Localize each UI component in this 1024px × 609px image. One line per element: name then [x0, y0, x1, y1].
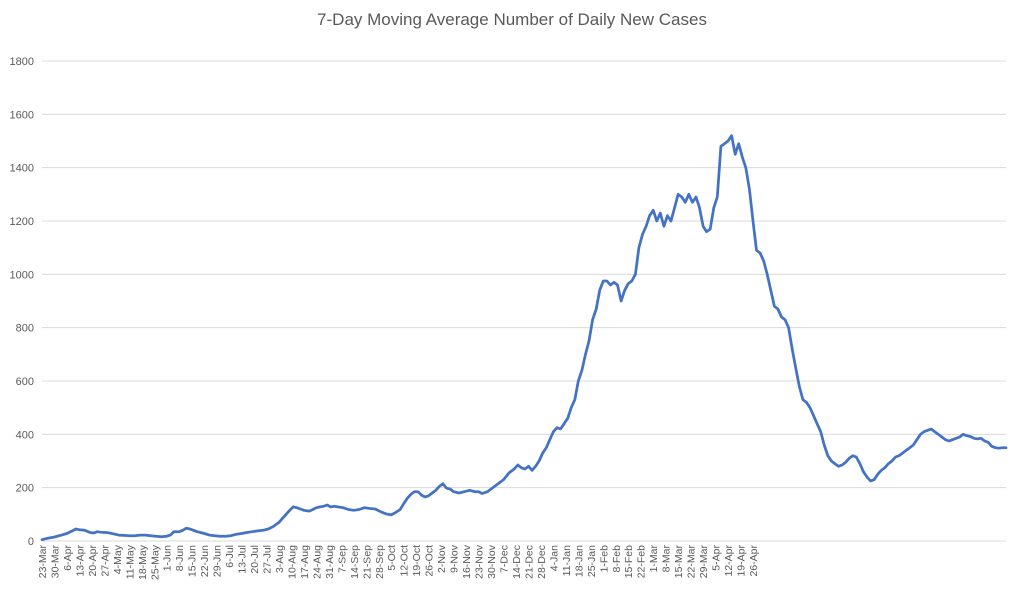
y-tick-label: 1600	[10, 109, 34, 121]
x-tick-label: 8-Jun	[174, 545, 186, 571]
x-axis-ticks: 23-Mar 30-Mar 6-Apr 13-Apr 20-Apr 27-Apr 4-May…	[37, 544, 760, 580]
x-tick-label: 26-Oct	[424, 545, 436, 577]
x-tick-label: 30-Mar	[49, 545, 61, 579]
x-tick-label: 20-Jul	[249, 545, 261, 574]
y-tick-label: 400	[16, 429, 34, 441]
x-tick-label: 11-May	[124, 544, 136, 579]
series-line	[40, 134, 1008, 542]
x-tick-label: 15-Mar	[673, 545, 685, 579]
x-tick-label: 22-Jun	[199, 545, 211, 577]
y-tick-label: 1000	[10, 269, 34, 281]
x-tick-label: 29-Jun	[212, 545, 224, 577]
x-tick-label: 3-Aug	[274, 545, 286, 573]
y-tick-label: 600	[16, 376, 34, 388]
x-tick-label: 15-Jun	[187, 545, 199, 577]
y-tick-label: 1200	[10, 216, 34, 228]
x-tick-label: 28-Sep	[374, 545, 386, 579]
x-tick-label: 23-Mar	[37, 545, 49, 579]
x-tick-label: 29-Mar	[698, 545, 710, 579]
x-tick-label: 28-Dec	[536, 545, 548, 579]
x-tick-label: 22-Feb	[636, 545, 648, 578]
x-tick-label: 18-May	[137, 544, 149, 580]
y-tick-label: 1400	[10, 163, 34, 175]
x-tick-label: 27-Jul	[262, 545, 274, 574]
x-tick-label: 21-Sep	[361, 545, 373, 579]
x-tick-label: 21-Dec	[523, 545, 535, 579]
x-tick-label: 4-Jan	[548, 545, 560, 571]
x-tick-label: 6-Apr	[62, 545, 74, 571]
x-tick-label: 13-Jul	[237, 545, 249, 574]
x-tick-label: 12-Oct	[399, 545, 411, 577]
x-tick-label: 18-Jan	[573, 545, 585, 577]
x-tick-label: 1-Mar	[648, 544, 660, 572]
x-tick-label: 14-Sep	[349, 545, 361, 579]
x-tick-label: 7-Sep	[336, 545, 348, 573]
x-tick-label: 5-Apr	[711, 545, 723, 571]
x-tick-label: 26-Apr	[748, 544, 760, 576]
x-tick-label: 24-Aug	[311, 545, 323, 579]
x-tick-label: 12-Apr	[723, 544, 735, 576]
chart-title: 7-Day Moving Average Number of Daily New…	[317, 10, 707, 29]
x-tick-label: 8-Feb	[611, 545, 623, 573]
x-tick-label: 25-May	[149, 544, 161, 580]
x-tick-label: 11-Jan	[561, 545, 573, 576]
x-tick-label: 6-Jul	[224, 545, 236, 568]
x-tick-label: 23-Nov	[474, 544, 486, 579]
x-tick-label: 5-Oct	[386, 545, 398, 571]
x-tick-label: 20-Apr	[87, 544, 99, 576]
y-tick-label: 800	[16, 323, 34, 335]
y-tick-label: 200	[16, 483, 34, 495]
x-tick-label: 2-Nov	[436, 544, 448, 573]
x-tick-label: 16-Nov	[461, 544, 473, 579]
x-tick-label: 25-Jan	[586, 545, 598, 577]
x-tick-label: 31-Aug	[324, 545, 336, 579]
x-tick-label: 7-Dec	[499, 545, 511, 573]
x-tick-label: 27-Apr	[99, 544, 111, 576]
x-tick-label: 4-May	[112, 544, 124, 574]
x-tick-label: 1-Feb	[598, 545, 610, 573]
x-tick-label: 13-Apr	[74, 544, 86, 576]
x-tick-label: 22-Mar	[686, 545, 698, 579]
x-tick-label: 1-Jun	[162, 545, 174, 571]
x-tick-label: 9-Nov	[449, 544, 461, 573]
y-axis-ticks: 0 200 400 600 800 1000 1200 1400 1600 1800	[10, 56, 34, 548]
x-tick-label: 19-Apr	[735, 544, 747, 576]
x-tick-label: 8-Mar	[661, 544, 673, 572]
gridlines	[42, 60, 1006, 489]
x-tick-label: 14-Dec	[511, 545, 523, 579]
x-tick-label: 10-Aug	[286, 545, 298, 579]
y-tick-label: 1800	[10, 56, 34, 68]
series-layer	[40, 134, 1008, 542]
x-tick-label: 19-Oct	[411, 545, 423, 577]
x-tick-label: 15-Feb	[623, 545, 635, 578]
y-tick-label: 0	[28, 536, 34, 548]
x-tick-label: 17-Aug	[299, 545, 311, 579]
x-tick-label: 30-Nov	[486, 544, 498, 579]
